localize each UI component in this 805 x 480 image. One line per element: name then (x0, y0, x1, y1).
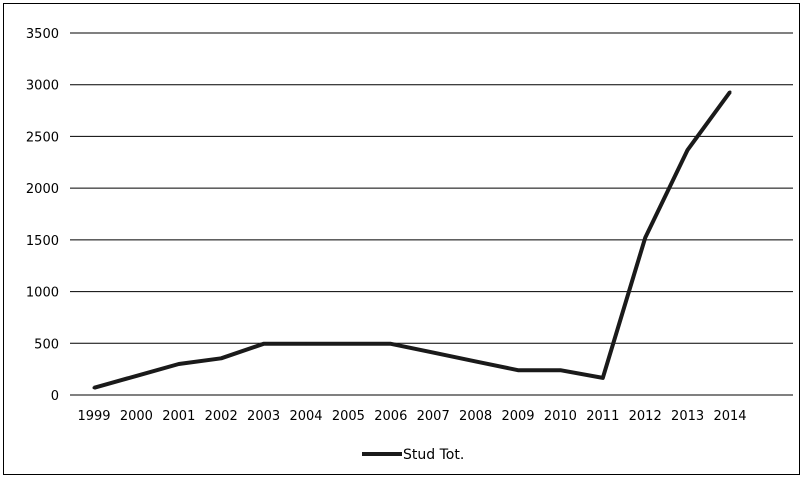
data-point-2012 (643, 236, 647, 240)
data-point-2007 (431, 351, 435, 355)
data-point-2008 (474, 359, 478, 363)
x-tick-label-2006: 2006 (374, 409, 407, 424)
gridlines (70, 32, 793, 396)
y-tick-label-1000: 1000 (26, 286, 59, 301)
y-tick-label-1500: 1500 (26, 234, 59, 249)
data-point-2014 (728, 90, 732, 94)
x-tick-label-2007: 2007 (417, 409, 450, 424)
y-axis-tick-labels: 0 500 1000 1500 2000 2500 3000 3500 (26, 27, 59, 404)
x-tick-label-1999: 1999 (77, 409, 110, 424)
x-tick-label-2003: 2003 (247, 409, 280, 424)
x-tick-label-2008: 2008 (459, 409, 492, 424)
x-tick-label-2010: 2010 (544, 409, 577, 424)
data-point-2010 (558, 368, 562, 372)
y-tick-label-3500: 3500 (26, 27, 59, 42)
data-point-2002 (219, 356, 223, 360)
x-tick-label-2000: 2000 (120, 409, 153, 424)
series-line-0 (93, 90, 732, 390)
x-tick-label-2012: 2012 (629, 409, 662, 424)
data-point-2009 (516, 368, 520, 372)
data-point-2003 (262, 342, 266, 346)
x-tick-label-2002: 2002 (205, 409, 238, 424)
data-point-2005 (346, 342, 350, 346)
legend: Stud Tot. (362, 447, 464, 463)
data-point-2001 (177, 362, 181, 366)
x-axis-tick-labels: 1999 2000 2001 2002 2003 2004 2005 2006 2007 2008… (77, 409, 746, 424)
data-point-2011 (601, 376, 605, 380)
y-tick-label-2000: 2000 (26, 182, 59, 197)
x-tick-label-2005: 2005 (332, 409, 365, 424)
data-point-2000 (134, 374, 138, 378)
data-point-1999 (92, 386, 96, 390)
y-tick-label-500: 500 (34, 337, 59, 352)
y-tick-label-0: 0 (51, 389, 59, 404)
legend-label: Stud Tot. (403, 447, 464, 463)
x-tick-label-2011: 2011 (586, 409, 619, 424)
y-tick-label-3000: 3000 (26, 79, 59, 94)
chart-frame (3, 3, 800, 475)
x-tick-label-2013: 2013 (671, 409, 704, 424)
x-tick-label-2001: 2001 (162, 409, 195, 424)
data-point-2013 (686, 148, 690, 152)
data-point-2004 (304, 342, 308, 346)
x-tick-label-2004: 2004 (289, 409, 322, 424)
data-point-2006 (389, 342, 393, 346)
y-tick-label-2500: 2500 (26, 130, 59, 145)
x-tick-label-2014: 2014 (713, 409, 746, 424)
x-tick-label-2009: 2009 (501, 409, 534, 424)
series-group (92, 90, 732, 390)
